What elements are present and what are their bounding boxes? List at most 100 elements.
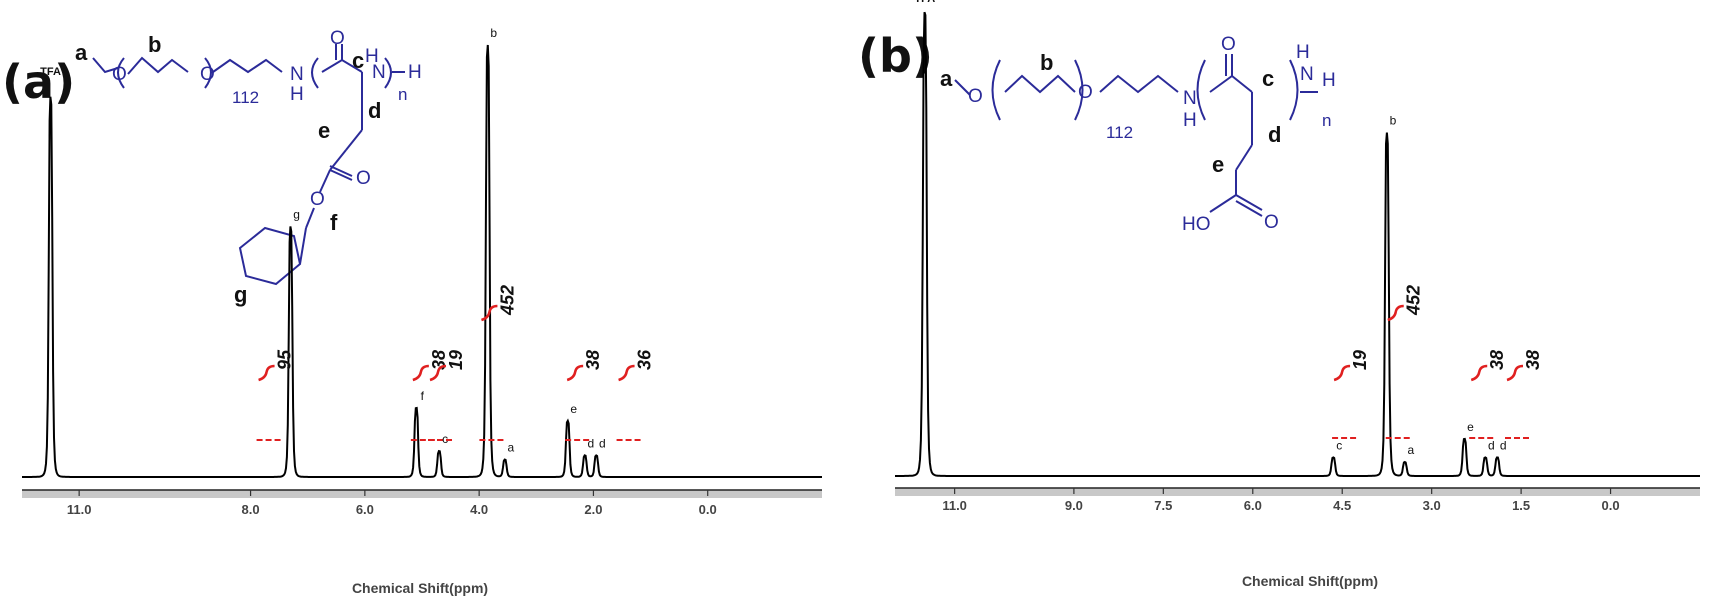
integral-curve (1333, 364, 1351, 382)
x-tick-label: 6.0 (1244, 498, 1262, 513)
integral-value: 36 (635, 349, 655, 370)
x-tick-label: 11.0 (942, 498, 967, 513)
x-tick-label: 9.0 (1065, 498, 1083, 513)
integral-curve (258, 364, 275, 382)
struct-a-carbonyl-o: O (330, 28, 345, 49)
integrals-b: 19 452 38 38 (1332, 285, 1543, 439)
struct-a-label-c: c (352, 48, 364, 73)
peak-labels-b: TFAcbaedd (914, 0, 1506, 457)
x-axis-title-a: Chemical Shift(ppm) (352, 580, 488, 596)
peak-label: b (1390, 114, 1397, 128)
integral-value: 452 (1404, 285, 1424, 316)
peak-label: d (1488, 438, 1495, 452)
struct-a-o2: O (200, 64, 215, 85)
peak-label: TFA (914, 0, 935, 5)
struct-b-label-e: e (1212, 152, 1224, 177)
peak-label: f (421, 389, 425, 403)
x-tick-label: 0.0 (1602, 498, 1620, 513)
struct-b-n-sub: n (1322, 111, 1331, 130)
panel-a-label: (a) (2, 55, 75, 109)
integral-value: 38 (1523, 350, 1543, 370)
struct-a-terminal-h: H (408, 62, 422, 83)
x-tick-label: 6.0 (356, 502, 374, 517)
panel-b-label: (b) (858, 29, 933, 83)
integral-value: 38 (1487, 350, 1507, 370)
x-tick-label: 7.5 (1154, 498, 1172, 513)
struct-a-label-a: a (75, 40, 88, 65)
peak-label: e (570, 402, 577, 416)
x-axis-title-b: Chemical Shift(ppm) (1242, 573, 1378, 589)
peak-label: a (1407, 443, 1414, 457)
struct-a-label-f: f (330, 210, 338, 235)
integral-curve (1387, 304, 1404, 322)
x-ticks-a: 11.0 8.0 6.0 4.0 2.0 0.0 (67, 490, 717, 517)
struct-b-label-d: d (1268, 122, 1281, 147)
integral-curve (566, 364, 584, 382)
struct-a-label-e: e (318, 118, 330, 143)
panel-b: (b) a O b O 112 N H O (858, 0, 1700, 589)
struct-a-label-g: g (234, 282, 247, 307)
structure-b (954, 54, 1318, 217)
struct-b-terminal-h: H (1322, 70, 1336, 91)
integral-curve (429, 364, 447, 382)
x-tick-label: 1.5 (1512, 498, 1530, 513)
struct-b-o2: O (1078, 82, 1093, 103)
struct-b-o1: O (968, 86, 983, 107)
struct-a-o1: O (112, 64, 127, 85)
integral-curve (618, 364, 635, 382)
integral-curve (1470, 364, 1488, 382)
structure-a-atoms: a O b O 112 N H O c H N H n d e O O f g (75, 28, 422, 307)
integral-curve (481, 304, 498, 322)
struct-b-ho: HO (1182, 214, 1211, 235)
struct-b-acid-o: O (1264, 212, 1279, 233)
struct-a-repeat: 112 (232, 88, 259, 107)
peak-label: d (599, 436, 606, 450)
structure-b-atoms: a O b O 112 N H O c H N H n d e O HO (940, 34, 1336, 235)
integral-value: 452 (497, 285, 517, 316)
axis-band-b (895, 488, 1700, 496)
struct-a-amine-n: N (372, 62, 386, 83)
x-tick-label: 0.0 (699, 502, 717, 517)
integral-value: 95 (275, 349, 295, 370)
struct-a-n: N (290, 64, 304, 85)
peak-label: d (1500, 438, 1507, 452)
x-ticks-b: 11.0 9.0 7.5 6.0 4.5 3.0 1.5 0.0 (942, 488, 1620, 513)
struct-a-label-b: b (148, 32, 161, 57)
struct-a-nh-h: H (290, 84, 304, 105)
peak-label: c (1336, 438, 1342, 452)
peak-label: g (293, 207, 300, 221)
integral-curve (1506, 364, 1524, 382)
x-tick-label: 4.5 (1333, 498, 1351, 513)
struct-b-n: N (1183, 88, 1197, 109)
struct-b-label-b: b (1040, 50, 1053, 75)
peak-labels-a: TFA g f c b a e d d (40, 26, 605, 455)
x-tick-label: 4.0 (470, 502, 488, 517)
axis-band-a (22, 490, 822, 498)
x-tick-label: 8.0 (242, 502, 260, 517)
peak-label: a (508, 441, 515, 455)
struct-a-amine-h: H (365, 46, 379, 67)
panel-a: (a) a O b O 112 N (2, 26, 822, 596)
spectrum-a (22, 44, 822, 478)
x-tick-label: 2.0 (584, 502, 602, 517)
integral-value: 38 (583, 350, 603, 370)
integral-curve (412, 364, 429, 382)
x-tick-label: 11.0 (67, 502, 92, 517)
peak-label: b (490, 26, 497, 40)
spectrum-b (895, 11, 1700, 477)
struct-b-nh-h: H (1183, 110, 1197, 131)
struct-a-ester-o2: O (310, 189, 325, 210)
peak-label: TFA (40, 66, 61, 78)
struct-a-n-sub: n (398, 85, 407, 104)
struct-b-carbonyl-o: O (1221, 34, 1236, 55)
peak-label: e (1467, 420, 1474, 434)
x-tick-label: 3.0 (1423, 498, 1441, 513)
integral-value: 19 (1350, 350, 1370, 370)
struct-a-label-d: d (368, 98, 381, 123)
structure-a (92, 44, 405, 286)
struct-b-label-c: c (1262, 66, 1274, 91)
struct-b-amine-h: H (1296, 42, 1310, 63)
integral-value: 19 (446, 350, 466, 370)
